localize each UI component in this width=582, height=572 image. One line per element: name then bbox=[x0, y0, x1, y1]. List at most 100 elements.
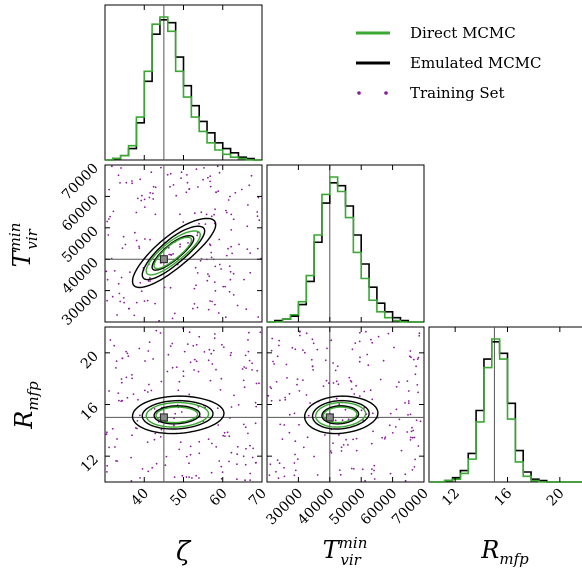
training-point bbox=[214, 289, 217, 292]
training-point bbox=[350, 467, 353, 470]
training-point bbox=[247, 204, 249, 206]
training-point bbox=[284, 396, 286, 399]
training-point bbox=[106, 431, 108, 434]
training-point bbox=[255, 405, 258, 408]
hist-direct-rmfp bbox=[429, 338, 582, 483]
training-point bbox=[245, 367, 248, 369]
training-point bbox=[236, 463, 238, 466]
training-point bbox=[347, 418, 350, 421]
training-point bbox=[247, 432, 249, 435]
training-point bbox=[193, 212, 196, 215]
training-point bbox=[124, 243, 127, 246]
training-point bbox=[288, 431, 291, 434]
training-point bbox=[230, 245, 233, 248]
y-tick-label: 12 bbox=[78, 452, 102, 476]
training-point bbox=[243, 386, 246, 389]
training-point bbox=[366, 353, 369, 356]
training-point bbox=[226, 431, 229, 434]
training-point bbox=[214, 303, 216, 306]
training-point bbox=[188, 331, 191, 334]
training-point bbox=[251, 362, 254, 365]
training-point bbox=[120, 400, 123, 403]
training-point bbox=[218, 263, 221, 266]
training-point bbox=[255, 382, 258, 385]
training-point bbox=[250, 174, 253, 177]
training-point bbox=[267, 394, 270, 397]
training-point bbox=[411, 426, 413, 429]
label-base: R bbox=[480, 536, 499, 564]
training-point bbox=[138, 247, 141, 250]
training-point bbox=[218, 460, 221, 462]
training-point bbox=[310, 358, 313, 361]
training-point bbox=[270, 387, 273, 390]
training-point bbox=[141, 194, 143, 197]
training-point bbox=[223, 431, 226, 434]
training-point bbox=[379, 378, 382, 381]
training-point bbox=[364, 479, 366, 482]
training-point bbox=[106, 471, 108, 473]
training-point bbox=[361, 468, 364, 471]
training-point bbox=[254, 401, 257, 404]
training-point bbox=[398, 381, 400, 383]
training-point bbox=[212, 349, 215, 352]
training-point bbox=[389, 472, 392, 475]
training-point bbox=[127, 307, 130, 310]
training-point bbox=[118, 399, 120, 402]
training-point bbox=[337, 383, 340, 386]
training-point bbox=[359, 331, 361, 334]
label-sub: vir bbox=[340, 551, 361, 569]
training-point bbox=[137, 398, 139, 401]
training-point bbox=[283, 424, 286, 426]
training-point bbox=[244, 354, 247, 357]
training-point bbox=[143, 206, 146, 209]
hist-direct-zeta bbox=[105, 16, 262, 161]
training-point bbox=[147, 350, 150, 352]
training-point bbox=[415, 419, 418, 422]
training-point bbox=[148, 341, 151, 343]
training-point bbox=[189, 453, 192, 456]
training-point bbox=[116, 314, 118, 316]
training-point bbox=[279, 423, 282, 426]
training-point bbox=[218, 238, 221, 241]
training-point bbox=[389, 412, 392, 415]
training-point bbox=[185, 476, 188, 478]
training-point bbox=[237, 404, 240, 406]
training-point bbox=[305, 394, 308, 396]
training-point bbox=[130, 480, 133, 482]
x-tick-label: 60 bbox=[207, 486, 231, 510]
training-point bbox=[224, 316, 227, 319]
training-point bbox=[166, 370, 169, 373]
training-point bbox=[143, 198, 146, 201]
training-point bbox=[172, 253, 175, 255]
training-point bbox=[210, 471, 213, 474]
training-point bbox=[197, 370, 200, 373]
training-point bbox=[276, 355, 279, 358]
contour-emulated bbox=[141, 225, 206, 281]
training-point bbox=[115, 367, 117, 369]
contour-direct bbox=[322, 406, 358, 424]
training-point bbox=[218, 171, 221, 174]
training-point bbox=[230, 229, 233, 231]
training-point bbox=[179, 441, 182, 443]
training-point bbox=[135, 211, 138, 214]
training-point bbox=[194, 266, 197, 269]
x-axis-label-zeta: ζ bbox=[176, 537, 192, 567]
legend-label-0: Direct MCMC bbox=[410, 24, 516, 42]
training-point bbox=[185, 191, 188, 194]
training-point bbox=[211, 363, 214, 365]
contour-direct bbox=[155, 406, 199, 424]
training-point bbox=[336, 365, 339, 368]
training-point bbox=[195, 168, 198, 171]
training-point bbox=[242, 379, 245, 382]
training-point bbox=[344, 408, 347, 411]
training-point bbox=[180, 177, 182, 180]
training-point bbox=[136, 427, 138, 430]
training-point bbox=[418, 334, 421, 337]
training-point bbox=[215, 446, 218, 448]
training-point bbox=[213, 213, 216, 216]
training-point bbox=[355, 437, 358, 440]
training-point bbox=[370, 442, 373, 445]
training-point bbox=[334, 419, 337, 422]
training-point bbox=[312, 342, 315, 345]
